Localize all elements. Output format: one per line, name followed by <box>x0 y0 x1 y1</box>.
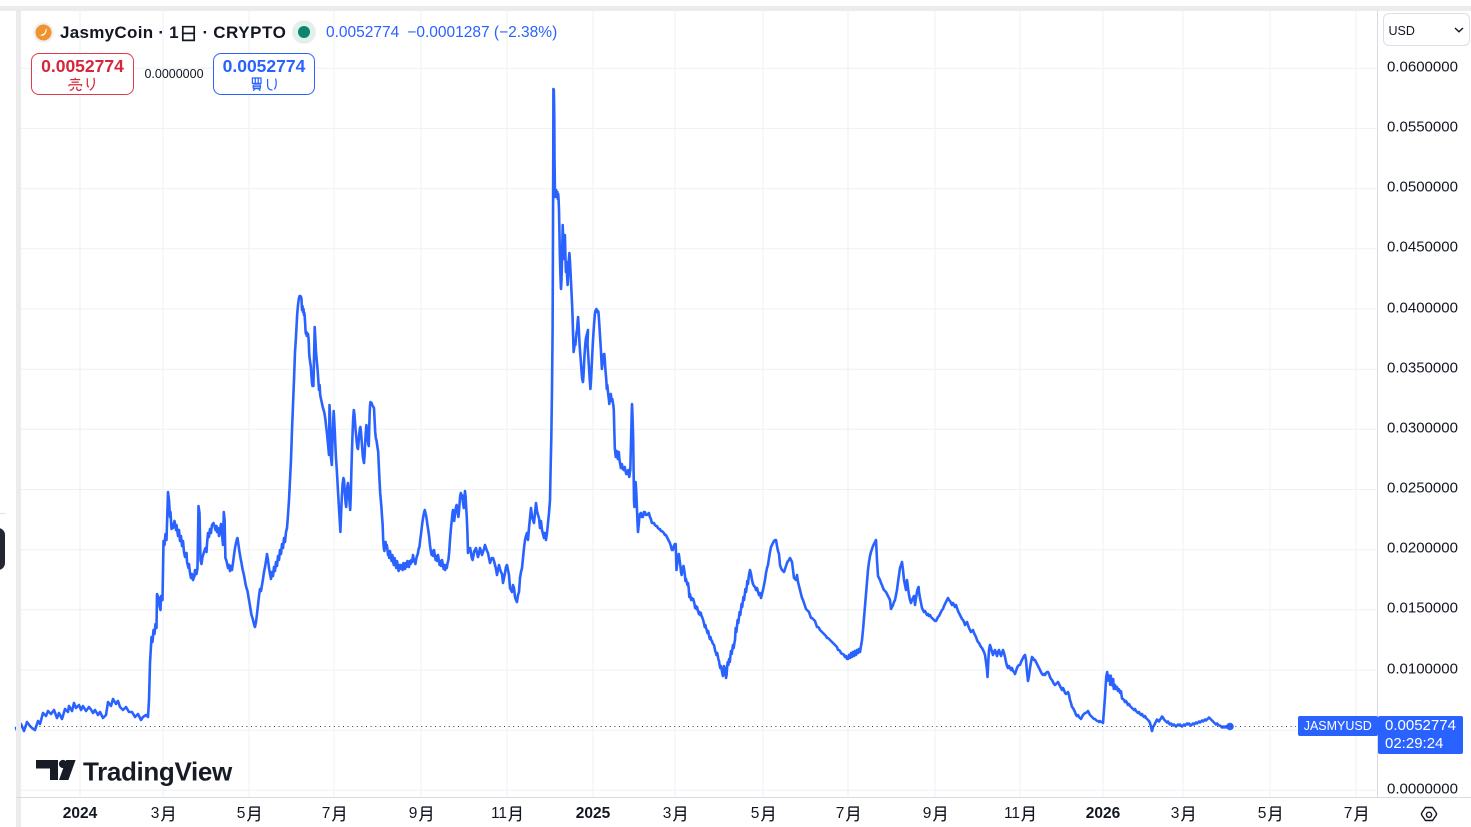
svg-text:TradingView: TradingView <box>83 758 233 787</box>
